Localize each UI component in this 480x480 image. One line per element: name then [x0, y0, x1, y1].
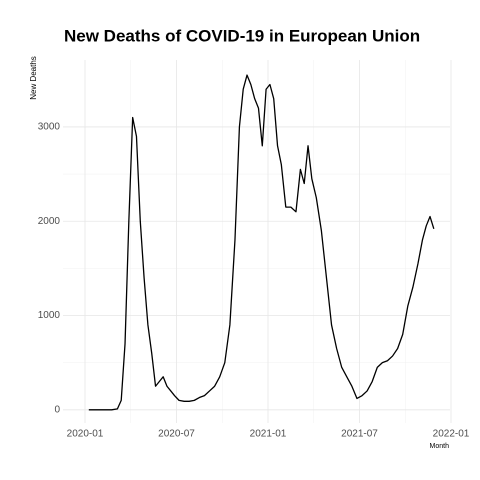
chart-title: New Deaths of COVID-19 in European Union: [64, 26, 420, 45]
x-axis-label: Month: [430, 443, 450, 450]
y-tick-label: 0: [54, 404, 60, 415]
x-tick-label: 2020-07: [158, 429, 195, 440]
y-tick-label: 1000: [38, 310, 61, 321]
y-axis-label: New Deaths: [29, 56, 38, 100]
x-tick-label: 2021-07: [341, 429, 378, 440]
x-tick-label: 2022-01: [433, 429, 470, 440]
y-tick-label: 3000: [38, 122, 61, 133]
x-tick-label: 2021-01: [250, 429, 287, 440]
line-series: [88, 74, 435, 411]
y-tick-label: 2000: [38, 216, 61, 227]
x-tick-label: 2020-01: [67, 429, 104, 440]
